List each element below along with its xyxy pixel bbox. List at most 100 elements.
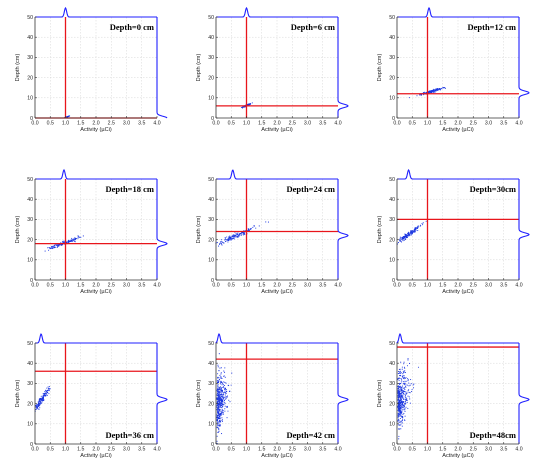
data-point bbox=[398, 428, 400, 431]
data-point bbox=[60, 244, 62, 246]
data-point bbox=[398, 407, 400, 409]
data-point bbox=[232, 238, 234, 240]
data-point bbox=[223, 397, 225, 399]
y-axis-label: Depth (cm) bbox=[377, 216, 383, 244]
data-point bbox=[232, 234, 234, 236]
y-tick-label: 0 bbox=[211, 278, 214, 284]
data-point bbox=[39, 402, 42, 404]
data-point bbox=[42, 399, 44, 401]
data-point bbox=[239, 233, 241, 235]
data-point bbox=[55, 246, 57, 248]
data-point bbox=[408, 97, 410, 99]
y-tick-label: 10 bbox=[208, 96, 214, 102]
data-point bbox=[219, 416, 221, 418]
data-point bbox=[433, 88, 435, 90]
x-axis-label: Activity (µCi) bbox=[80, 453, 112, 459]
data-point bbox=[401, 394, 403, 396]
data-point bbox=[230, 239, 232, 241]
y-tick-label: 10 bbox=[389, 422, 395, 428]
data-point bbox=[404, 415, 406, 417]
data-point bbox=[404, 410, 406, 412]
x-marginal-distribution bbox=[216, 6, 338, 18]
data-point bbox=[252, 226, 254, 228]
data-point bbox=[400, 240, 402, 242]
x-tick-label: 3.5 bbox=[500, 283, 507, 289]
x-tick-label: 1.0 bbox=[424, 121, 431, 127]
y-axis-label: Depth (cm) bbox=[15, 54, 21, 82]
data-point bbox=[242, 232, 245, 234]
data-point bbox=[41, 399, 43, 401]
y-tick-label: 0 bbox=[211, 442, 214, 448]
data-point bbox=[36, 404, 38, 406]
data-point bbox=[219, 395, 221, 397]
data-point bbox=[403, 404, 405, 406]
data-point bbox=[219, 424, 221, 426]
data-point bbox=[401, 410, 403, 412]
data-point bbox=[403, 387, 405, 389]
data-point bbox=[407, 395, 409, 397]
data-point bbox=[399, 412, 401, 414]
y-tick-label: 0 bbox=[30, 116, 33, 122]
y-tick-label: 30 bbox=[27, 217, 33, 223]
data-point bbox=[403, 363, 405, 365]
plot-title: Depth=36 cm bbox=[105, 430, 154, 440]
data-point bbox=[219, 374, 221, 376]
data-point bbox=[400, 395, 402, 397]
data-point bbox=[415, 228, 417, 230]
data-point bbox=[69, 240, 71, 242]
data-point bbox=[403, 384, 406, 386]
x-tick-label: 1.5 bbox=[258, 283, 265, 289]
data-point bbox=[404, 407, 406, 409]
data-point bbox=[417, 229, 419, 232]
y-tick-label: 0 bbox=[392, 116, 395, 122]
data-point bbox=[222, 410, 224, 412]
data-point bbox=[403, 406, 406, 408]
data-point bbox=[216, 409, 218, 411]
data-point bbox=[435, 88, 437, 90]
x-axis-label: Activity (µCi) bbox=[261, 127, 293, 133]
x-axis-label: Activity (µCi) bbox=[442, 289, 474, 295]
data-point bbox=[218, 410, 220, 412]
data-point bbox=[224, 367, 226, 369]
data-point bbox=[410, 391, 413, 393]
data-point bbox=[416, 226, 418, 228]
data-point bbox=[404, 419, 406, 421]
data-point bbox=[403, 397, 405, 399]
y-tick-label: 40 bbox=[208, 197, 214, 203]
data-point bbox=[433, 91, 435, 93]
data-point bbox=[49, 388, 51, 390]
data-point bbox=[414, 230, 417, 232]
data-point bbox=[405, 385, 407, 387]
data-point bbox=[40, 397, 42, 400]
data-point bbox=[216, 397, 218, 399]
data-point bbox=[410, 383, 412, 385]
data-point bbox=[405, 399, 407, 401]
data-point bbox=[221, 392, 223, 394]
data-point bbox=[226, 390, 228, 392]
data-point bbox=[217, 395, 219, 397]
data-point bbox=[231, 238, 233, 240]
x-tick-label: 1.0 bbox=[424, 283, 431, 289]
x-axis-label: Activity (µCi) bbox=[80, 127, 112, 133]
data-point bbox=[399, 236, 401, 238]
data-point bbox=[397, 377, 399, 380]
data-point bbox=[217, 408, 219, 410]
data-point bbox=[402, 380, 404, 383]
data-point bbox=[405, 406, 407, 408]
scatter-points bbox=[34, 385, 51, 412]
data-point bbox=[401, 385, 404, 387]
data-point bbox=[218, 381, 220, 383]
x-tick-label: 1.5 bbox=[77, 121, 84, 127]
x-tick-label: 0.5 bbox=[228, 447, 235, 453]
data-point bbox=[216, 401, 218, 403]
data-point bbox=[58, 244, 60, 246]
data-point bbox=[42, 397, 44, 399]
data-point bbox=[222, 401, 224, 403]
data-point bbox=[216, 426, 218, 428]
data-point bbox=[399, 393, 401, 395]
data-point bbox=[401, 366, 403, 368]
data-point bbox=[400, 420, 402, 422]
data-point bbox=[36, 407, 39, 409]
data-point bbox=[78, 236, 80, 238]
data-point bbox=[400, 428, 402, 430]
